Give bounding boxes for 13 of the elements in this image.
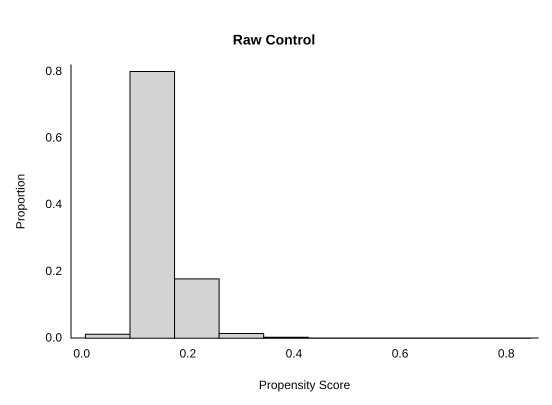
y-tick-label: 0.4 <box>45 197 62 212</box>
y-tick-label: 0.6 <box>45 130 62 144</box>
x-tick-label: 0.4 <box>286 346 303 361</box>
x-tick-label: 0.0 <box>73 346 90 361</box>
x-tick-label: 0.8 <box>498 346 515 361</box>
y-tick-label: 0.0 <box>45 330 62 345</box>
y-axis-title: Proportion <box>14 174 28 230</box>
x-tick-label: 0.6 <box>392 346 409 361</box>
chart-title: Raw Control <box>232 31 316 48</box>
y-tick-label: 0.2 <box>45 264 62 278</box>
y-tick-label: 0.8 <box>45 64 62 78</box>
x-axis-title: Propensity Score <box>258 378 351 392</box>
x-tick-label: 0.2 <box>179 346 196 361</box>
